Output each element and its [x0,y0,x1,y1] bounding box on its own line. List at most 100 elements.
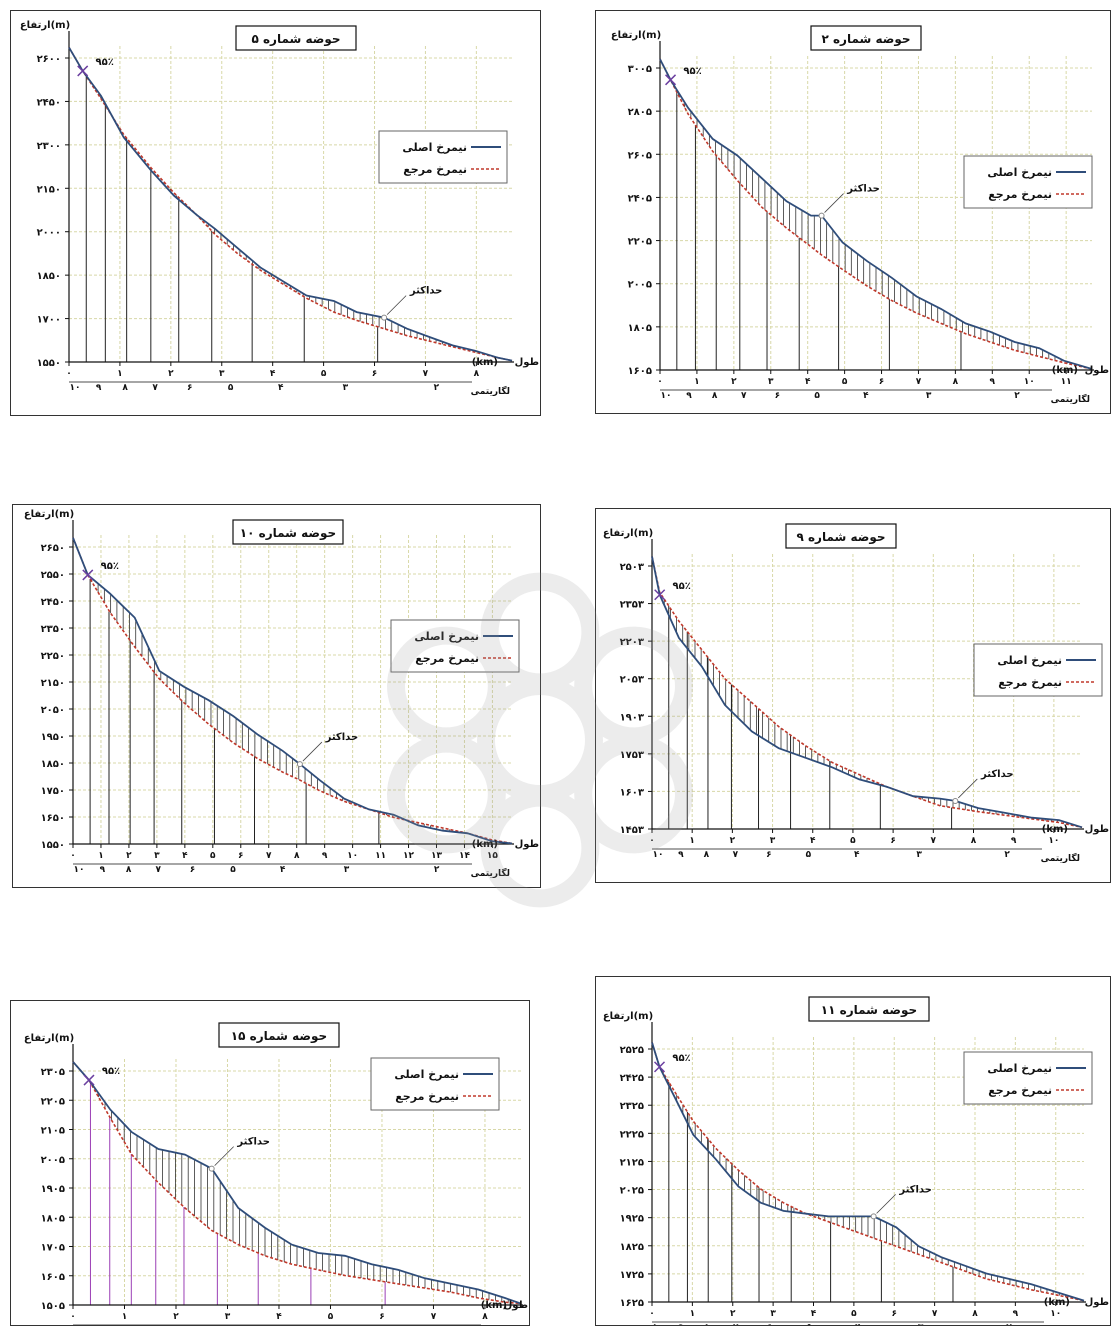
legend-ref-label: نیمرخ مرجع [415,652,479,665]
max-leader-line [214,1146,234,1166]
x-tick-label: ۹ [990,377,996,387]
y-tick-label: ۱۵۵۰ [41,840,65,851]
log-scale-label: لگاریتمی [1051,393,1090,405]
x-tick-label: ۷ [423,369,429,379]
x-tick-label: ۶ [890,836,896,846]
y-tick-label: ۱۹۰۵ [41,1184,65,1195]
chart-title: حوضه شماره ۱۰ [240,526,336,541]
log-tick-label: ۸ [704,850,710,860]
y-tick-label: ۱۸۰۵ [41,1213,65,1224]
x-tick-label: ۸ [482,1312,488,1322]
log-tick-label: ۳ [344,865,350,875]
legend-main-label: نیمرخ اصلی [394,1068,459,1081]
y-tick-label: ۲۱۵۰ [37,184,61,195]
x-tick-label: ۴ [182,851,188,861]
x-tick-label: ۳ [154,851,160,861]
y-tick-label: ۲۳۰۰ [37,141,61,152]
x-tick-label: ۱۰ [1024,377,1035,387]
max-point-marker [296,761,303,768]
y-axis-title: ارتفاع(m) [611,30,661,41]
log-tick-label: ۵ [230,865,236,875]
x-tick-label: ۱ [694,377,700,387]
main-profile-line [659,58,1093,370]
y-tick-label: ۲۴۰۵ [628,193,652,204]
x-tick-label: ۰ [66,369,72,379]
x-tick-label: ۱۱ [1061,377,1072,387]
log-tick-label: ۳ [918,1323,924,1326]
x-tick-label: ۱۰ [1048,836,1059,846]
legend-main-label: نیمرخ اصلی [987,1062,1052,1075]
max-leader-line [876,1194,896,1214]
y-axis-title: ارتفاع(m) [24,509,74,520]
y-tick-label: ۲۳۵۳ [620,600,644,611]
log-tick-label: ۹ [96,383,102,393]
log-tick-label: ۲ [434,383,440,393]
x-axis-unit: (km) [1052,365,1078,376]
y-tick-label: ۲۶۵۰ [41,543,65,554]
x-tick-label: ۴ [276,1312,282,1322]
max-label: حداکثر [236,1137,270,1148]
x-tick-label: ۱۴ [459,851,470,861]
chart-title: حوضه شماره ۹ [796,530,885,545]
y-tick-label: ۲۶۰۵ [628,150,652,161]
x-tick-label: ۸ [972,1309,978,1319]
y-tick-label: ۲۴۵۰ [37,97,61,108]
x-tick-label: ۵ [850,836,856,846]
max-point-marker [818,212,825,219]
legend-main-label: نیمرخ اصلی [987,166,1052,179]
y-tick-label: ۲۳۰۵ [41,1067,65,1078]
x-tick-label: ۴ [805,377,811,387]
log-tick-label: ۹ [678,850,684,860]
chart-panel-basin-10: ۲۶۵۰ ۲۵۵۰ ۲۴۵۰ ۲۳۵۰ ۲۲۵۰ ۲۱۵۰ ۲۰۵۰ ۱۹۵۰ ۱۸۵۰ ۱۷۵۰… [12,504,541,888]
log-tick-label: ۴ [278,383,284,393]
pct-95-label: ۹۵٪ [673,581,691,592]
x-tick-label: ۴ [811,1309,817,1319]
reference-profile-line [72,1061,522,1305]
log-tick-label: ۱۰ [70,383,81,393]
x-tick-label: ۷ [266,851,272,861]
max-leader-line [824,193,844,213]
x-tick-label: ۹ [1013,1309,1019,1319]
y-tick-label: ۳۰۰۵ [628,64,652,75]
log-tick-label: ۹ [686,391,692,401]
log-tick-label: ۴ [854,850,860,860]
log-tick-label: ۳ [343,383,349,393]
y-tick-label: ۲۴۲۵ [620,1073,644,1084]
pct-95-marker-icon [82,569,94,581]
chart-panel-basin-2: ۳۰۰۵ ۲۸۰۵ ۲۶۰۵ ۲۴۰۵ ۲۲۰۵ ۲۰۰۵ ۱۸۰۵ ۱۶۰۵ ۹۵٪ حداکث… [595,10,1111,414]
log-tick-label: ۷ [152,383,158,393]
y-tick-label: ۱۹۵۰ [41,732,65,743]
x-tick-label: ۶ [879,377,885,387]
x-tick-label: ۳ [768,377,774,387]
log-tick-label: ۸ [712,391,718,401]
pct-95-marker-icon [83,1074,95,1086]
x-tick-label: ۶ [238,851,244,861]
max-label: حداکثر [898,1184,932,1195]
chart-panel-basin-9: ۲۵۰۳ ۲۳۵۳ ۲۲۰۳ ۲۰۵۳ ۱۹۰۳ ۱۷۵۳ ۱۶۰۳ ۱۴۵۳ ۹۵٪ حداکث… [595,508,1111,883]
y-tick-label: ۱۸۰۵ [628,323,652,334]
y-tick-label: ۲۰۵۳ [620,675,644,686]
chart-title-box [235,25,357,51]
max-point-marker [870,1213,877,1220]
y-tick-label: ۱۵۵۰ [37,358,61,369]
pct-95-marker-icon [653,1061,666,1073]
pct-95-label: ۹۵٪ [683,66,701,77]
x-tick-label: ۱ [122,1312,128,1322]
y-tick-label: ۱۶۰۵ [41,1272,65,1283]
x-axis-title: طول [515,357,539,368]
log-tick-label: ۱۰ [661,391,672,401]
x-tick-label: ۱۵ [487,851,498,861]
x-tick-label: ۳ [770,1309,776,1319]
log-tick-label: ۸ [126,865,132,875]
x-axis-unit: (km) [1042,824,1068,835]
pct-95-label: ۹۵٪ [101,561,119,572]
y-tick-label: ۲۳۲۵ [620,1101,644,1112]
x-tick-label: ۵ [321,369,327,379]
chart-panel-basin-11: ۲۵۲۵ ۲۴۲۵ ۲۳۲۵ ۲۲۲۵ ۲۱۲۵ ۲۰۲۵ ۱۹۲۵ ۱۸۲۵ ۱۷۲۵ ۱۶۲۵… [595,976,1111,1326]
y-tick-label: ۱۷۲۵ [620,1270,644,1281]
x-tick-label: ۷ [932,1309,938,1319]
max-leader-line [302,741,323,762]
log-tick-label: ۶ [187,383,193,393]
log-tick-label: ۷ [156,865,162,875]
max-point-marker [381,314,388,321]
